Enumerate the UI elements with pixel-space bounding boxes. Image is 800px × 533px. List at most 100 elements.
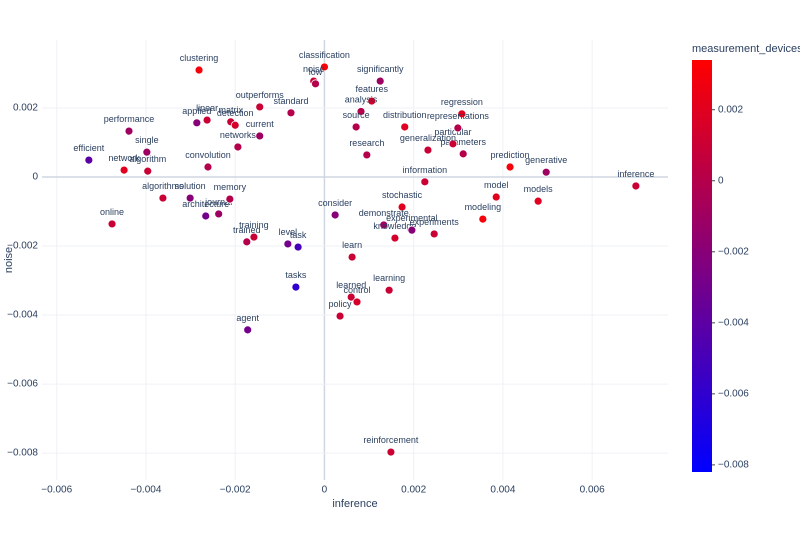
x-tick-label: −0.002 (220, 485, 251, 496)
point (379, 220, 389, 230)
point (335, 311, 345, 321)
point (214, 209, 224, 219)
point (478, 214, 488, 224)
point-label: training (239, 220, 269, 230)
point (384, 285, 394, 295)
point-label: detection (217, 108, 254, 118)
colorbar-tick-label: −0.004 (718, 317, 749, 328)
point (311, 79, 320, 89)
point (291, 282, 301, 292)
point-label: regression (441, 97, 483, 107)
point-label: experimental (386, 213, 438, 223)
point-label: policy (329, 299, 353, 309)
grid (42, 40, 668, 480)
point (225, 194, 235, 204)
point (158, 193, 168, 203)
point-label: particular (434, 127, 471, 137)
point-label: modeling (465, 202, 502, 212)
colorbar-tick-label: −0.006 (718, 389, 749, 400)
point-label: stochastic (382, 190, 423, 200)
point-label: models (524, 184, 554, 194)
point (352, 297, 362, 307)
point (347, 252, 357, 262)
point (400, 122, 410, 132)
point (420, 177, 430, 187)
x-tick-label: −0.004 (131, 485, 162, 496)
point-label: information (403, 165, 448, 175)
point-label: representations (427, 111, 490, 121)
point-label: current (246, 119, 275, 129)
point-label: low (309, 67, 323, 77)
point (320, 62, 329, 72)
point (541, 167, 551, 177)
colorbar (692, 60, 712, 472)
y-tick-label: 0.002 (13, 103, 38, 114)
colorbar-title: measurement_devices (692, 43, 800, 55)
point-label: prediction (491, 150, 530, 160)
point-label: learned (336, 280, 366, 290)
y-tick-label: −0.002 (7, 241, 38, 252)
point-label: learn (342, 240, 362, 250)
point-label: classification (299, 50, 350, 60)
point-label: solution (175, 181, 206, 191)
point-label: experiments (410, 217, 460, 227)
point-label: journal (204, 197, 232, 207)
point-label: online (100, 207, 124, 217)
point-label: learning (373, 273, 405, 283)
y-tick-label: −0.006 (7, 379, 38, 390)
point (351, 122, 361, 132)
point-label: consider (318, 198, 352, 208)
point-label: agent (236, 313, 259, 323)
point (330, 210, 340, 220)
point (491, 192, 501, 202)
point-label: standard (273, 96, 308, 106)
point (255, 131, 265, 141)
point (423, 145, 433, 155)
point-label: single (135, 135, 159, 145)
point-label: demonstrate (359, 208, 409, 218)
x-tick-label: 0 (322, 485, 328, 496)
point-label: inference (617, 169, 654, 179)
point (194, 65, 204, 75)
point (453, 123, 463, 133)
point-label: matrix (218, 105, 243, 115)
x-axis-title: inference (332, 498, 377, 510)
point (119, 165, 129, 175)
point-label: features (355, 84, 388, 94)
point (407, 225, 417, 235)
x-tick-label: −0.006 (41, 485, 72, 496)
point (143, 166, 153, 176)
point (249, 232, 259, 242)
point-label: reinforcement (363, 435, 419, 445)
point-label: model (484, 180, 509, 190)
colorbar-tick-label: 0 (718, 175, 724, 186)
point-label: algorithm (129, 154, 166, 164)
point-label: network (108, 153, 140, 163)
point-label: task (290, 230, 307, 240)
colorbar-tick-label: −0.002 (718, 246, 749, 257)
point-label: control (344, 285, 371, 295)
point-label: research (349, 138, 384, 148)
y-tick-label: 0 (32, 172, 38, 183)
y-tick-label: −0.008 (7, 448, 38, 459)
point-label: linear (196, 103, 218, 113)
point (346, 292, 356, 302)
x-tick-label: 0.004 (490, 485, 515, 496)
point-label: architecture (182, 199, 229, 209)
colorbar-tick-label: 0.002 (718, 104, 743, 115)
point (429, 229, 439, 239)
point (448, 139, 458, 149)
point (362, 150, 372, 160)
point-label: generative (525, 155, 567, 165)
point-label: tasks (285, 270, 307, 280)
point-label: generalization (400, 133, 456, 143)
point (375, 76, 385, 86)
point-label: source (343, 110, 370, 120)
x-tick-label: 0.002 (401, 485, 426, 496)
point-label: distribution (383, 110, 427, 120)
point (192, 118, 202, 128)
point-label: level (279, 227, 298, 237)
point-label: clustering (180, 53, 219, 63)
y-axis-title: noise (3, 247, 15, 273)
